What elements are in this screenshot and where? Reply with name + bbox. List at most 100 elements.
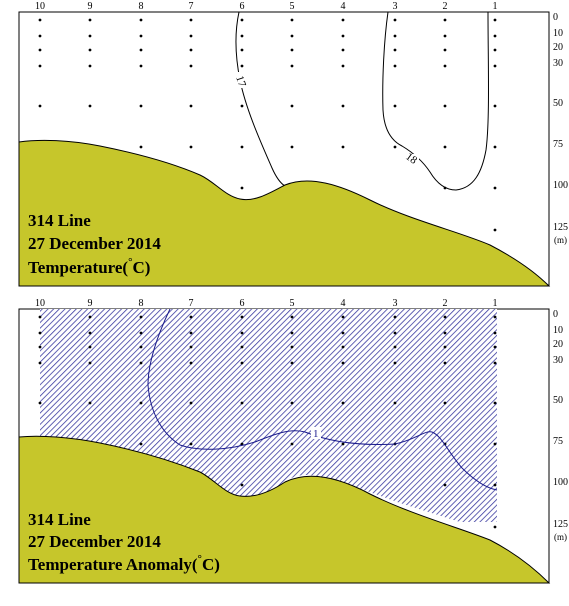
top-depth-unit: (m) (554, 235, 567, 245)
bottom-depth-label: 100 (553, 477, 568, 488)
top-sample-dot (493, 64, 497, 68)
bottom-station-label: 6 (240, 298, 245, 309)
top-sample-dot (290, 64, 294, 68)
bottom-sample-dot (393, 401, 397, 405)
top-contour-17-line (235, 11, 286, 187)
top-station-label: 1 (493, 1, 498, 12)
top-sample-dot (443, 48, 447, 52)
bottom-caption-unit: C) (202, 555, 220, 574)
bottom-sample-dot (290, 345, 294, 349)
top-sample-dot (38, 48, 42, 52)
bottom-sample-dot (38, 345, 42, 349)
top-caption-date: 27 December 2014 (28, 234, 161, 253)
bottom-sample-dot (443, 361, 447, 365)
top-sample-dot (290, 48, 294, 52)
bottom-caption-line: 314 Line (28, 510, 91, 529)
top-sample-dot (290, 34, 294, 38)
top-sample-dot (88, 64, 92, 68)
top-sample-dot (341, 64, 345, 68)
top-contour-17-label-bg (232, 72, 244, 88)
top-sample-dot (341, 145, 345, 149)
top-sample-dot (139, 145, 143, 149)
bottom-contour-1-label-bg (311, 427, 321, 439)
bottom-depth-label: 125 (553, 519, 568, 530)
bottom-sample-dot (493, 442, 497, 446)
bottom-sample-dot (443, 331, 447, 335)
bottom-sample-dot (38, 401, 42, 405)
bottom-depth-label: 10 (553, 325, 563, 336)
bottom-sample-dot (290, 361, 294, 365)
top-sample-dot (240, 104, 244, 108)
top-sample-dot (88, 34, 92, 38)
bottom-sample-dot (493, 315, 497, 319)
top-sample-dot (240, 18, 244, 22)
bottom-sample-dot (38, 331, 42, 335)
bottom-sample-dot (240, 315, 244, 319)
top-sample-dot (240, 145, 244, 149)
bottom-sample-dot (493, 345, 497, 349)
bottom-station-label: 2 (443, 298, 448, 309)
top-depth-label: 30 (553, 58, 563, 69)
bottom-sample-dot (341, 361, 345, 365)
top-sample-dot (139, 34, 143, 38)
top-depth-label: 20 (553, 42, 563, 53)
bottom-hatched-anomaly-region (40, 309, 497, 522)
bottom-sample-dot (493, 401, 497, 405)
bottom-depth-unit: (m) (554, 532, 567, 542)
bottom-sample-dot (139, 315, 143, 319)
bottom-sample-dot (493, 525, 497, 529)
bottom-sample-dot (443, 315, 447, 319)
bottom-station-label: 4 (341, 298, 346, 309)
top-sample-dot (493, 18, 497, 22)
top-contour-18-label-bg (403, 154, 419, 166)
bottom-sample-dot (290, 315, 294, 319)
top-sample-dot (443, 104, 447, 108)
bottom-sample-dot (393, 315, 397, 319)
top-sample-dot (341, 34, 345, 38)
bottom-sample-dot (290, 442, 294, 446)
top-sample-dot (240, 48, 244, 52)
bottom-sample-dot (88, 345, 92, 349)
bottom-sample-dot (189, 315, 193, 319)
bottom-depth-label: 30 (553, 355, 563, 366)
top-sample-dot (493, 104, 497, 108)
top-sample-dot (290, 145, 294, 149)
top-depth-label: 125 (553, 222, 568, 233)
top-sample-dot (38, 34, 42, 38)
top-depth-label: 0 (553, 12, 558, 23)
top-sample-dot (393, 104, 397, 108)
bottom-station-label: 5 (290, 298, 295, 309)
top-station-label: 9 (88, 1, 93, 12)
top-sample-dot (443, 64, 447, 68)
top-sample-dot (139, 48, 143, 52)
top-sample-dot (393, 48, 397, 52)
bottom-sample-dot (443, 483, 447, 487)
top-station-label: 5 (290, 1, 295, 12)
bottom-sample-dot (240, 331, 244, 335)
bottom-contour-1-label: 1 (313, 428, 319, 440)
top-sample-dot (240, 186, 244, 190)
top-depth-label: 50 (553, 98, 563, 109)
top-depth-labels: 0 10 20 30 50 75 100 125 (553, 12, 568, 233)
top-sample-dot (88, 48, 92, 52)
top-station-label: 7 (189, 1, 194, 12)
bottom-sample-dot (240, 442, 244, 446)
top-depth-label: 75 (553, 139, 563, 150)
top-caption-degree: ° (128, 256, 132, 268)
top-station-label: 8 (139, 1, 144, 12)
bottom-depth-label: 75 (553, 436, 563, 447)
bottom-sample-dot (493, 331, 497, 335)
bottom-sample-dot (88, 331, 92, 335)
top-sample-dot (493, 228, 497, 232)
bottom-sample-dot (493, 483, 497, 487)
bottom-sample-dot (290, 331, 294, 335)
top-sample-dot (189, 48, 193, 52)
bottom-sample-dot (189, 442, 193, 446)
bottom-sample-dot (240, 483, 244, 487)
top-sample-dot (443, 18, 447, 22)
top-sample-dot (493, 186, 497, 190)
bottom-sample-dot (139, 345, 143, 349)
bottom-station-label: 1 (493, 298, 498, 309)
bottom-sample-dot (341, 331, 345, 335)
